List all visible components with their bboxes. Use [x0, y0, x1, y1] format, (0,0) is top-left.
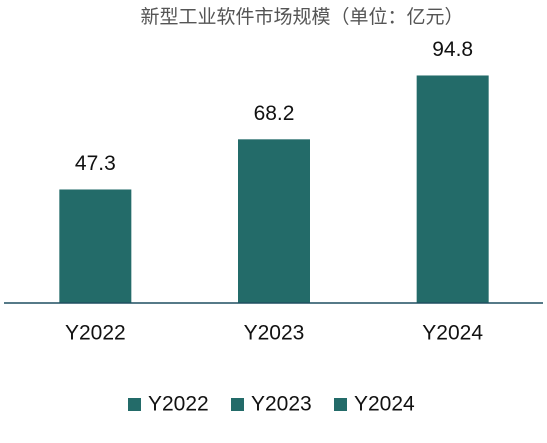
legend-swatch	[128, 398, 141, 411]
x-tick-label: Y2024	[422, 322, 483, 345]
legend-label: Y2023	[251, 393, 312, 416]
chart-title: 新型工业软件市场规模（单位：亿元）	[140, 6, 463, 28]
legend-swatch	[334, 398, 347, 411]
legend-swatch	[231, 398, 244, 411]
legend-label: Y2022	[148, 393, 209, 416]
data-label: 94.8	[432, 38, 473, 61]
bar	[416, 75, 489, 303]
data-label: 68.2	[254, 102, 295, 125]
x-tick-label: Y2022	[65, 322, 126, 345]
bar	[59, 189, 132, 303]
x-tick-label: Y2023	[244, 322, 305, 345]
bar	[238, 139, 310, 303]
legend-label: Y2024	[354, 393, 415, 416]
data-label: 47.3	[75, 152, 116, 175]
